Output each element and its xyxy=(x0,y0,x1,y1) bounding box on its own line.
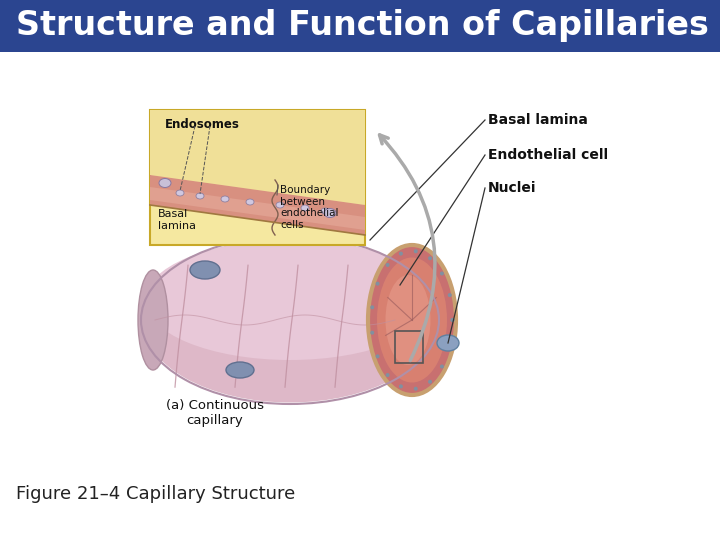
Ellipse shape xyxy=(399,384,403,388)
Ellipse shape xyxy=(414,249,418,253)
Ellipse shape xyxy=(451,318,454,322)
Text: Endosomes: Endosomes xyxy=(165,118,240,131)
Bar xyxy=(395,331,423,363)
Ellipse shape xyxy=(370,330,374,335)
Bar xyxy=(0,0,720,52)
Ellipse shape xyxy=(437,335,459,351)
Ellipse shape xyxy=(448,343,451,347)
Ellipse shape xyxy=(385,275,431,365)
Ellipse shape xyxy=(451,318,454,322)
Text: (a) Continuous
capillary: (a) Continuous capillary xyxy=(166,399,264,427)
Ellipse shape xyxy=(324,208,336,218)
Ellipse shape xyxy=(414,387,418,391)
Polygon shape xyxy=(150,187,365,230)
Text: Basal lamina: Basal lamina xyxy=(488,113,588,127)
Ellipse shape xyxy=(143,238,438,402)
Ellipse shape xyxy=(370,305,374,309)
Ellipse shape xyxy=(376,282,379,286)
Ellipse shape xyxy=(440,272,444,275)
Ellipse shape xyxy=(376,354,379,359)
Ellipse shape xyxy=(321,208,329,214)
Ellipse shape xyxy=(196,193,204,199)
Ellipse shape xyxy=(301,205,309,211)
Ellipse shape xyxy=(448,293,451,297)
Ellipse shape xyxy=(386,263,390,267)
Ellipse shape xyxy=(159,179,171,187)
Ellipse shape xyxy=(138,270,168,370)
Ellipse shape xyxy=(399,252,403,255)
Text: Boundary
between
endothelial
cells: Boundary between endothelial cells xyxy=(280,185,338,230)
Bar xyxy=(150,110,365,245)
Text: Figure 21–4 Capillary Structure: Figure 21–4 Capillary Structure xyxy=(16,485,295,503)
Ellipse shape xyxy=(276,202,284,208)
Polygon shape xyxy=(150,110,365,205)
Text: Endothelial cell: Endothelial cell xyxy=(488,148,608,162)
Text: Nuclei: Nuclei xyxy=(488,181,536,195)
Ellipse shape xyxy=(226,362,254,378)
Ellipse shape xyxy=(190,261,220,279)
Text: Basal
lamina: Basal lamina xyxy=(158,209,196,231)
Ellipse shape xyxy=(428,256,432,260)
Ellipse shape xyxy=(368,245,456,395)
Text: Structure and Function of Capillaries: Structure and Function of Capillaries xyxy=(16,10,709,43)
Ellipse shape xyxy=(386,373,390,377)
Ellipse shape xyxy=(428,380,432,384)
Ellipse shape xyxy=(145,240,435,360)
Polygon shape xyxy=(150,175,365,235)
Ellipse shape xyxy=(176,190,184,196)
Ellipse shape xyxy=(440,364,444,368)
Ellipse shape xyxy=(377,258,447,382)
Ellipse shape xyxy=(246,199,254,205)
Ellipse shape xyxy=(221,196,229,202)
